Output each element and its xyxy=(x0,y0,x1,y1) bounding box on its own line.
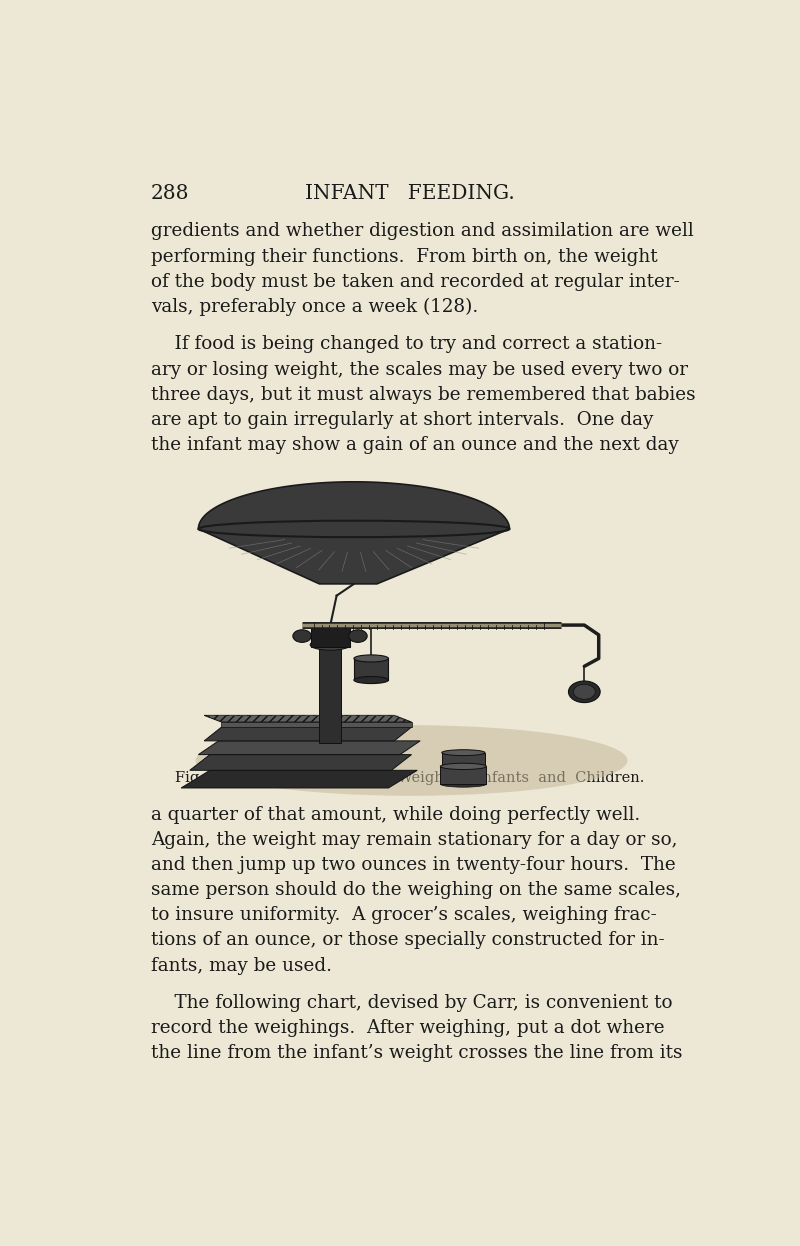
Ellipse shape xyxy=(569,682,600,703)
Text: gredients and whether digestion and assimilation are well: gredients and whether digestion and assi… xyxy=(151,223,694,240)
Ellipse shape xyxy=(195,725,627,796)
Text: of the body must be taken and recorded at regular inter-: of the body must be taken and recorded a… xyxy=(151,273,679,290)
Text: three days, but it must always be remembered that babies: three days, but it must always be rememb… xyxy=(151,386,695,404)
Ellipse shape xyxy=(442,764,485,769)
Text: ary or losing weight, the scales may be used every two or: ary or losing weight, the scales may be … xyxy=(151,360,688,379)
Text: If food is being changed to try and correct a station-: If food is being changed to try and corr… xyxy=(151,335,662,354)
Text: to insure uniformity.  A grocer’s scales, weighing frac-: to insure uniformity. A grocer’s scales,… xyxy=(151,906,657,925)
Ellipse shape xyxy=(293,629,311,643)
Polygon shape xyxy=(198,482,510,584)
Text: the line from the infant’s weight crosses the line from its: the line from the infant’s weight crosse… xyxy=(151,1044,682,1063)
Polygon shape xyxy=(204,715,411,721)
Text: The following chart, devised by Carr, is convenient to: The following chart, devised by Carr, is… xyxy=(151,994,672,1012)
Text: are apt to gain irregularly at short intervals.  One day: are apt to gain irregularly at short int… xyxy=(151,411,654,429)
Polygon shape xyxy=(190,755,411,770)
Polygon shape xyxy=(222,721,411,728)
Text: vals, preferably once a week (128).: vals, preferably once a week (128). xyxy=(151,298,478,316)
Text: INFANT   FEEDING.: INFANT FEEDING. xyxy=(305,184,515,203)
Polygon shape xyxy=(204,728,411,741)
Text: the infant may show a gain of an ounce and the next day: the infant may show a gain of an ounce a… xyxy=(151,436,678,454)
Text: Fig. 74.— Grocer’s Scales for Weighing  Infants  and  Children.: Fig. 74.— Grocer’s Scales for Weighing I… xyxy=(175,771,645,785)
Text: record the weighings.  After weighing, put a dot where: record the weighings. After weighing, pu… xyxy=(151,1019,665,1038)
Text: and then jump up two ounces in twenty-four hours.  The: and then jump up two ounces in twenty-fo… xyxy=(151,856,675,873)
Ellipse shape xyxy=(354,677,389,684)
Ellipse shape xyxy=(349,629,367,643)
Bar xyxy=(354,658,389,680)
Bar xyxy=(440,766,486,784)
Ellipse shape xyxy=(440,781,486,787)
Text: tions of an ounce, or those specially constructed for in-: tions of an ounce, or those specially co… xyxy=(151,932,665,949)
Bar xyxy=(442,753,485,766)
Ellipse shape xyxy=(440,764,486,770)
Polygon shape xyxy=(198,741,420,755)
Text: fants, may be used.: fants, may be used. xyxy=(151,957,332,974)
Bar xyxy=(310,625,350,647)
Text: 288: 288 xyxy=(151,184,190,203)
Bar xyxy=(319,644,342,743)
Text: performing their functions.  From birth on, the weight: performing their functions. From birth o… xyxy=(151,248,658,265)
Ellipse shape xyxy=(442,750,485,755)
Ellipse shape xyxy=(354,655,389,662)
Ellipse shape xyxy=(310,639,350,650)
Text: same person should do the weighing on the same scales,: same person should do the weighing on th… xyxy=(151,881,681,900)
Ellipse shape xyxy=(574,684,595,699)
Polygon shape xyxy=(181,770,418,787)
Text: a quarter of that amount, while doing perfectly well.: a quarter of that amount, while doing pe… xyxy=(151,806,640,824)
Text: Again, the weight may remain stationary for a day or so,: Again, the weight may remain stationary … xyxy=(151,831,678,849)
